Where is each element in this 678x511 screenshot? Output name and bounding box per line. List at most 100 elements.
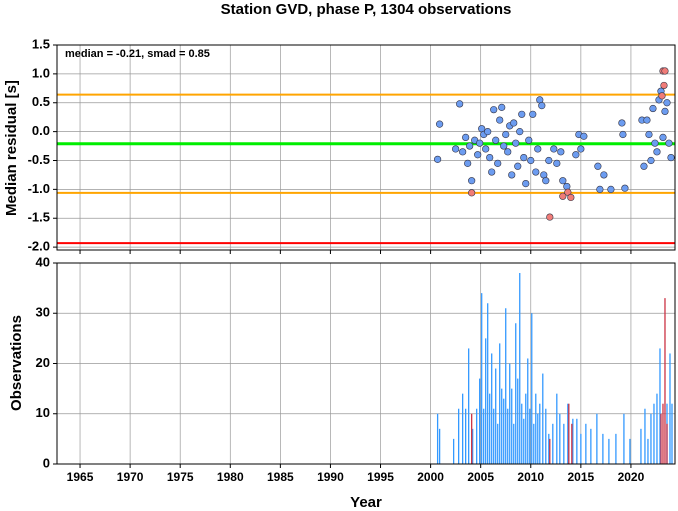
point [659,133,667,141]
point [508,171,516,179]
point [538,102,546,110]
point [607,185,615,193]
y-tick-label: 40 [36,254,50,269]
point [502,130,510,139]
point [510,119,518,127]
point [518,110,526,118]
point [621,184,629,192]
point [464,159,472,167]
point [596,185,604,193]
point [567,193,575,202]
point [474,151,482,159]
point [496,116,504,124]
point [594,162,602,170]
point [504,148,512,156]
point [563,182,571,191]
point [550,145,558,153]
point [559,192,567,200]
point [661,107,669,116]
point [600,171,608,179]
x-tick-label: 1975 [167,470,194,484]
y-tick-label: 0.0 [32,123,50,138]
point [618,119,626,127]
point [434,155,442,163]
y-tick-label: -2.0 [28,239,50,254]
point [490,106,498,114]
point [522,179,530,188]
point [452,145,460,153]
point [512,139,520,147]
y-tick-label: 0 [43,455,50,470]
point [482,145,490,153]
point [572,151,580,159]
point [649,104,657,113]
point [660,81,668,90]
point [492,136,500,144]
y-axis-label: Observations [8,315,25,411]
point [468,177,476,185]
point [488,168,496,176]
y-tick-label: 30 [36,305,50,320]
y-tick-label: 10 [36,405,50,420]
point [468,189,476,197]
point [665,139,673,147]
point [525,136,533,144]
x-tick-label: 1970 [117,470,144,484]
y-tick-label: -0.5 [28,152,50,167]
point [529,110,537,118]
point [640,162,648,170]
y-tick-label: -1.5 [28,210,50,225]
chart-title: Station GVD, phase P, 1304 observations [221,1,512,18]
point [516,128,524,136]
x-axis-label: Year [350,494,382,511]
point [494,159,502,167]
plot-frame [56,262,676,465]
point [466,142,474,150]
x-tick-label: 1965 [67,470,94,484]
point [456,100,464,108]
point [484,128,492,136]
point [577,145,585,153]
point [653,148,661,156]
point [542,177,550,185]
point [534,145,542,153]
point [580,132,588,140]
plot-frame [56,44,676,251]
x-tick-label: 2010 [517,470,544,484]
x-tick-label: 2000 [417,470,444,484]
point [667,154,675,162]
y-tick-label: 1.5 [32,36,50,51]
point [500,142,508,150]
y-tick-label: 1.0 [32,65,50,80]
point [619,130,627,139]
point [476,139,484,147]
x-tick-label: 2015 [567,470,594,484]
point [498,103,506,111]
x-tick-label: 2020 [618,470,645,484]
point [486,154,494,162]
point [532,168,540,176]
point [557,148,565,156]
x-tick-label: 1995 [367,470,394,484]
point [553,159,561,167]
point [520,154,528,162]
y-axis-label: Median residual [s] [3,80,20,216]
point [545,156,553,165]
point [645,130,653,139]
y-tick-label: -1.0 [28,181,50,196]
x-tick-label: 1990 [317,470,344,484]
point [459,148,467,156]
point [658,92,666,100]
point [559,177,567,185]
point [643,116,651,124]
x-tick-label: 1985 [267,470,294,484]
point [527,156,535,165]
x-tick-label: 1980 [217,470,244,484]
y-tick-label: 20 [36,355,50,370]
point [436,120,444,128]
y-tick-label: 0.5 [32,94,50,109]
point [651,139,659,147]
point [661,67,669,75]
